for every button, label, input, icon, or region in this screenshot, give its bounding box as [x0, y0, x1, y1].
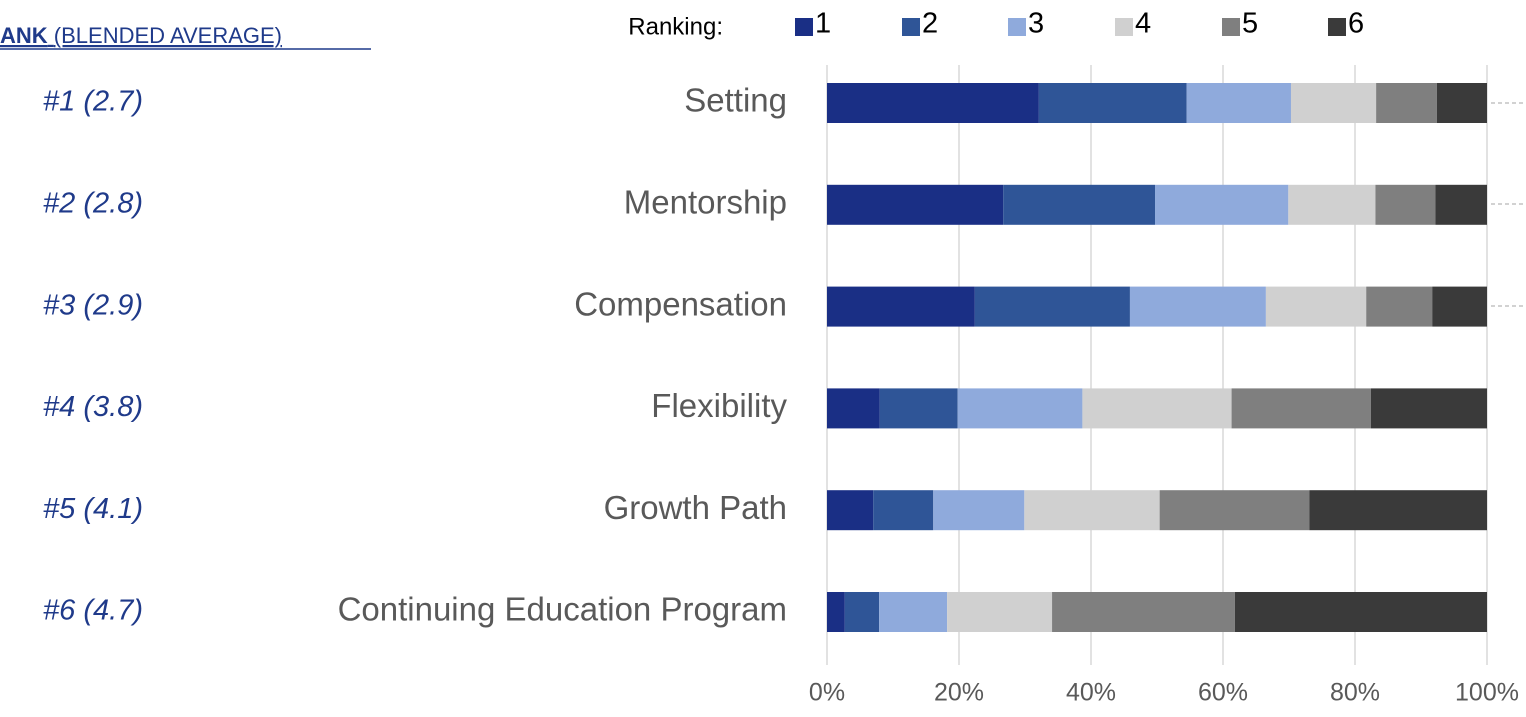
category-label: Continuing Education Program [338, 591, 787, 628]
category-label: Flexibility [651, 387, 787, 424]
category-label: Growth Path [604, 489, 787, 526]
bar-segment [1159, 490, 1310, 531]
bar-segment [1155, 184, 1289, 225]
bar-segment [827, 286, 975, 327]
bar-segment [1376, 83, 1437, 123]
rank-label: #2 (2.8) [43, 187, 143, 219]
bar-segment [827, 592, 845, 632]
legend-label: 2 [922, 8, 938, 40]
rank-label: #4 (3.8) [43, 391, 143, 423]
bar-segment [974, 286, 1130, 327]
x-tick-label: 60% [1198, 679, 1248, 707]
category-label: Mentorship [624, 184, 787, 221]
bar-segment [1082, 388, 1232, 429]
leader-lines [1491, 102, 1526, 307]
bar-segment [1370, 388, 1487, 429]
bar-segment [1432, 286, 1487, 327]
x-tick-label: 80% [1330, 679, 1380, 707]
bar-segment [879, 388, 958, 429]
bar-segment [1309, 490, 1487, 531]
legend-swatch [1008, 18, 1026, 36]
bar-segment [1375, 184, 1436, 225]
x-tick-label: 40% [1066, 679, 1116, 707]
legend-label: 5 [1242, 8, 1258, 40]
bar-segment [1288, 184, 1376, 225]
rank-header: ANK (BLENDED AVERAGE) [0, 23, 282, 48]
bar-segment [879, 592, 948, 632]
legend-swatch [1328, 18, 1346, 36]
bar-segment [1024, 490, 1160, 531]
bar-segment [1234, 592, 1487, 632]
bar-segment [1265, 286, 1367, 327]
legend-title: Ranking: [628, 13, 723, 40]
rank-label: #1 (2.7) [43, 86, 143, 118]
legend-swatch [902, 18, 920, 36]
rank-label: #5 (4.1) [43, 493, 143, 525]
legend-label: 3 [1028, 8, 1044, 40]
bar-segment [827, 490, 874, 531]
bar-segment [827, 83, 1039, 123]
bar-segment [1186, 83, 1291, 123]
legend-label: 4 [1135, 8, 1151, 40]
x-tick-label: 20% [934, 679, 984, 707]
bar-segment [957, 388, 1083, 429]
bar-segment [827, 388, 880, 429]
bar-segment [1129, 286, 1266, 327]
bar-segment [1435, 184, 1487, 225]
rank-header-rest: (BLENDED AVERAGE) [54, 23, 282, 48]
bar-segment [1231, 388, 1371, 429]
bar-segment [844, 592, 880, 632]
bar-segment [1038, 83, 1187, 123]
x-tick-label: 100% [1455, 679, 1519, 707]
category-label: Setting [684, 82, 787, 119]
bar-segment [1003, 184, 1156, 225]
bar-segment [933, 490, 1025, 531]
bar-segment [1290, 83, 1377, 123]
legend-label: 1 [815, 8, 831, 40]
bar-segment [1366, 286, 1433, 327]
bar-segment [1436, 83, 1487, 123]
rank-label: #6 (4.7) [43, 595, 143, 627]
bar-segment [947, 592, 1053, 632]
bar-segment [827, 184, 1004, 225]
rank-label: #3 (2.9) [43, 289, 143, 321]
rank-header-bold: ANK [0, 23, 48, 48]
legend-label: 6 [1348, 8, 1364, 40]
bar-segment [873, 490, 934, 531]
legend-swatch [795, 18, 813, 36]
bar-segment [1052, 592, 1235, 632]
legend-swatch [1222, 18, 1240, 36]
legend-swatch [1115, 18, 1133, 36]
category-label: Compensation [574, 285, 787, 322]
x-tick-label: 0% [809, 679, 845, 707]
